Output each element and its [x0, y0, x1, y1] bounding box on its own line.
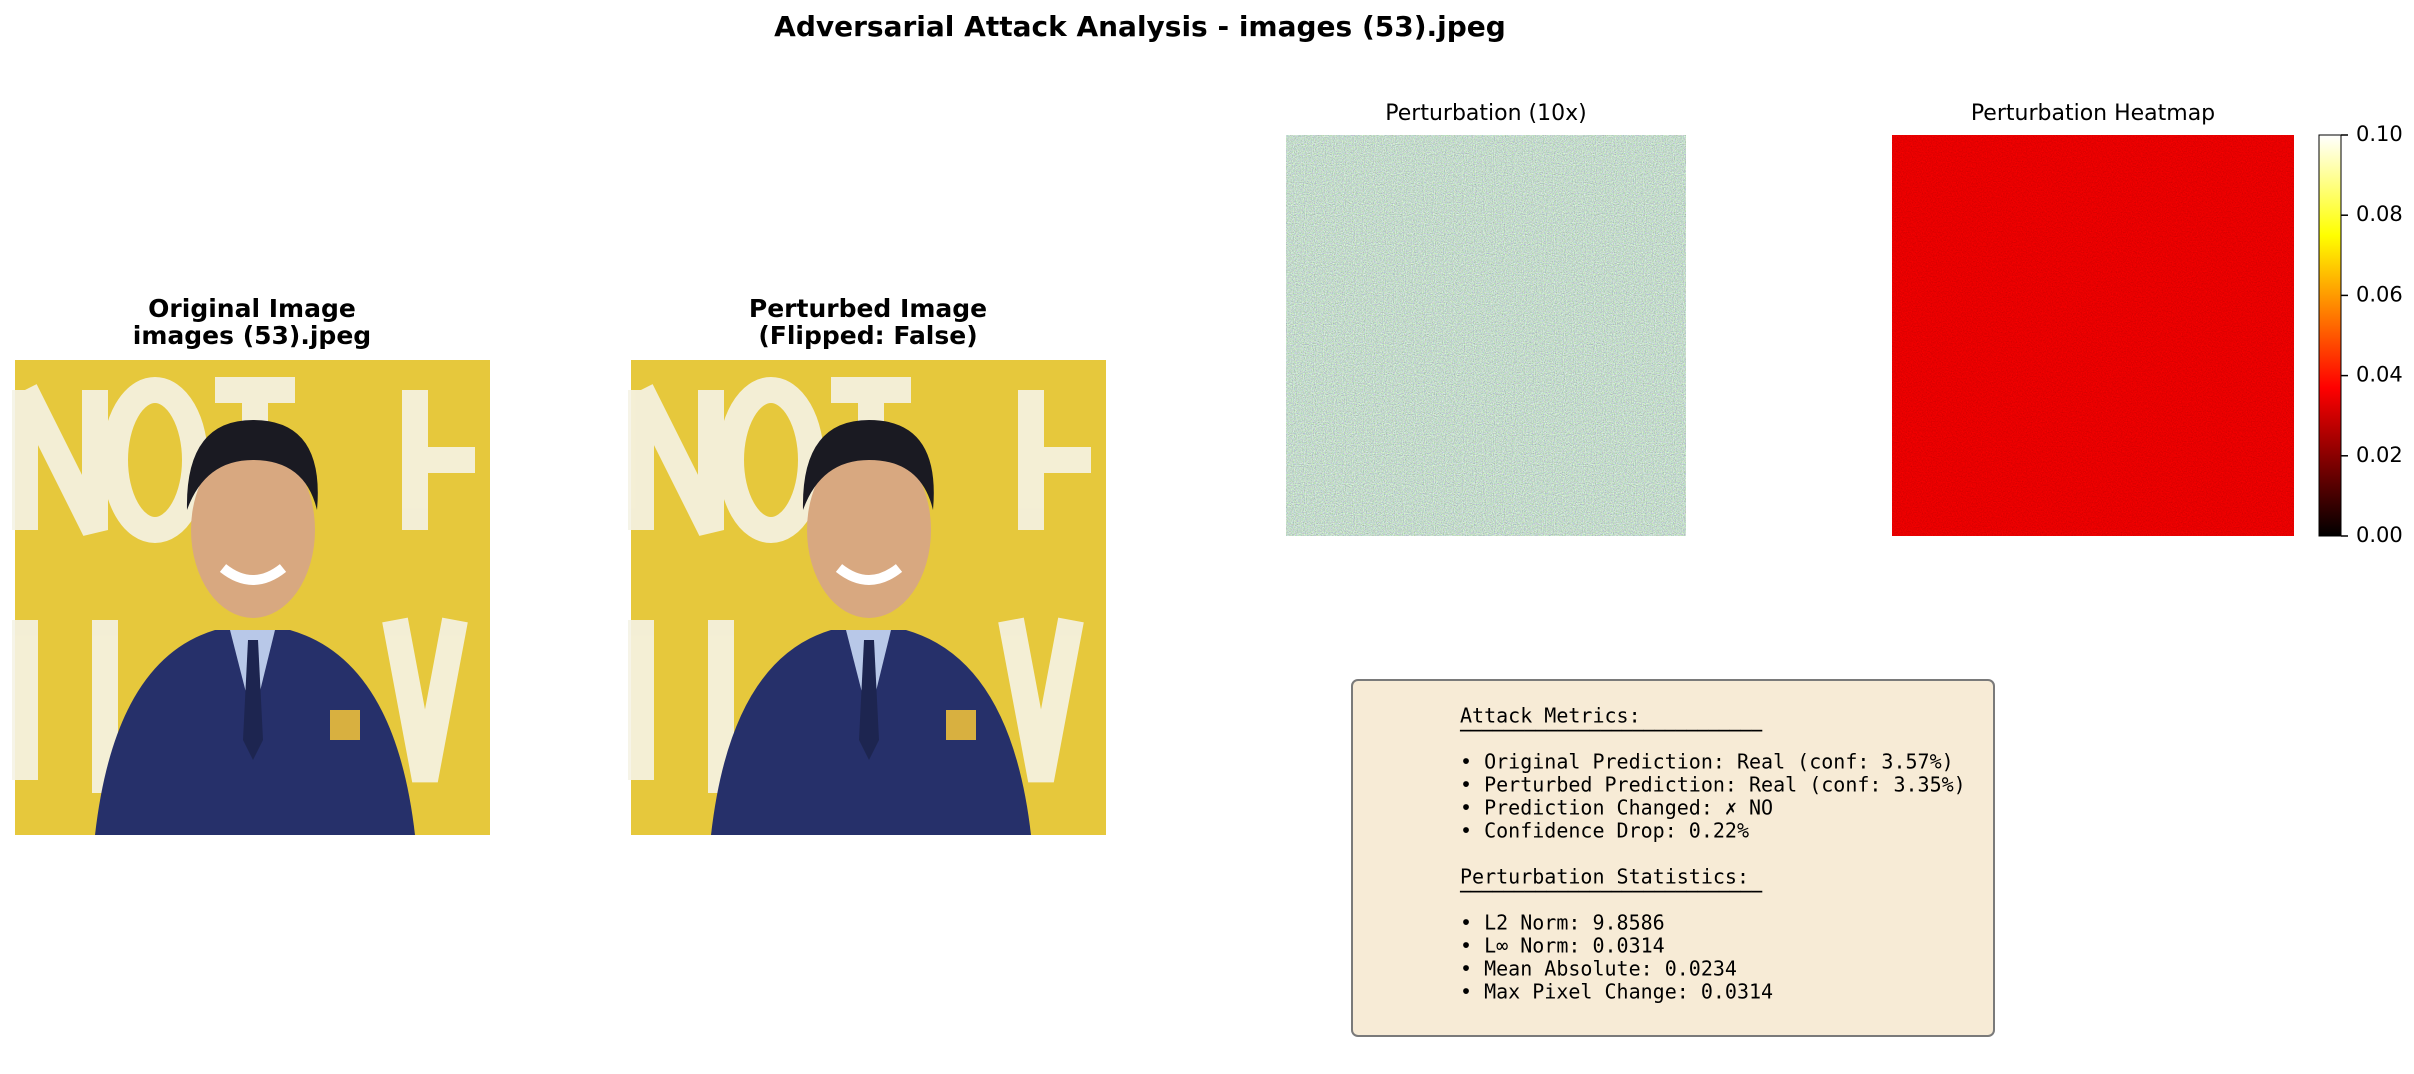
metrics-item: • Prediction Changed: ✗ NO [1460, 796, 1773, 820]
colorbar-tick-label: 0.04 [2356, 363, 2403, 387]
perturbation-image [1286, 135, 1686, 536]
panel-title: (Flipped: False) [758, 321, 977, 350]
panel-title: Perturbation Heatmap [1971, 101, 2215, 126]
colorbar-tick-label: 0.10 [2356, 122, 2403, 146]
panel-title: Perturbed Image [749, 294, 987, 323]
panel-title: Original Image [148, 294, 356, 323]
metrics-rule: ──────────────────────────── [1459, 880, 1763, 904]
metrics-item: • Max Pixel Change: 0.0314 [1460, 980, 1773, 1004]
metrics-item: • Mean Absolute: 0.0234 [1460, 957, 1737, 981]
colorbar-tick-label: 0.08 [2356, 202, 2403, 226]
figure-title: Adversarial Attack Analysis - images (53… [774, 10, 1506, 43]
metrics-item: • L∞ Norm: 0.0314 [1460, 934, 1665, 958]
metrics-heading: Perturbation Statistics: [1460, 865, 1749, 889]
metrics-item: • Confidence Drop: 0.22% [1460, 819, 1749, 843]
original-image [15, 360, 490, 835]
panel-title: images (53).jpeg [133, 321, 371, 350]
colorbar-tick-label: 0.00 [2356, 523, 2403, 547]
colorbar-tick-label: 0.02 [2356, 443, 2403, 467]
metrics-item: • L2 Norm: 9.8586 [1460, 911, 1665, 935]
colorbar-tick-label: 0.06 [2356, 282, 2403, 306]
metrics-item: • Perturbed Prediction: Real (conf: 3.35… [1460, 773, 1966, 797]
metrics-heading: Attack Metrics: [1460, 704, 1641, 728]
colorbar [2318, 134, 2342, 537]
metrics-rule: ──────────────────────────── [1459, 719, 1763, 743]
metrics-box [1351, 679, 1995, 1037]
perturbed-image [631, 360, 1106, 835]
panel-title: Perturbation (10x) [1385, 101, 1586, 126]
metrics-item: • Original Prediction: Real (conf: 3.57%… [1460, 750, 1954, 774]
heatmap-image [1892, 135, 2294, 536]
